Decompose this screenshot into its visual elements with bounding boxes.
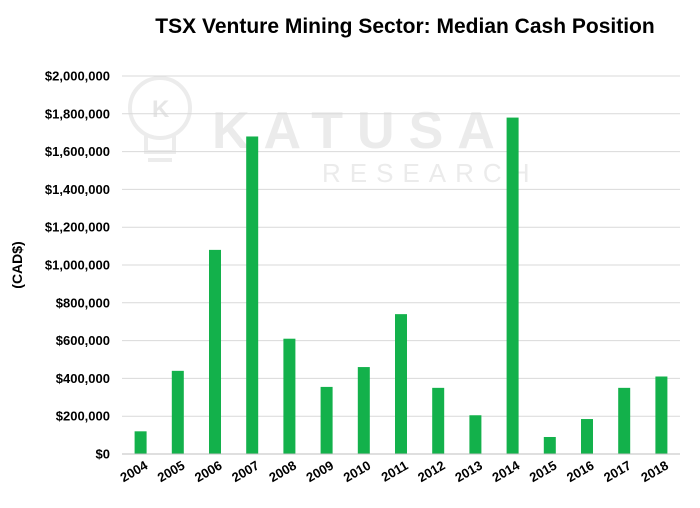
- x-axis-ticks: 2004 2005 2006 2007 2008 2009 2010 2011 2012 2013…: [118, 457, 671, 485]
- y-axis-label: (CAD$): [9, 241, 25, 288]
- watermark-name: KATUSA: [212, 102, 509, 160]
- bar-2018: [655, 376, 668, 454]
- y-tick-label: $400,000: [56, 371, 110, 386]
- bar-2006: [209, 249, 221, 454]
- bar-2008: [283, 338, 296, 454]
- x-tick-label: 2014: [490, 457, 523, 485]
- bar-2010: [357, 367, 370, 454]
- bar-2017: [618, 387, 631, 454]
- y-tick-label: $1,200,000: [45, 220, 110, 235]
- x-tick-label: 2008: [266, 458, 299, 485]
- x-tick-label: 2015: [527, 458, 560, 485]
- x-tick-label: 2007: [229, 458, 262, 485]
- x-tick-label: 2012: [415, 458, 448, 485]
- bar-2014: [506, 117, 519, 454]
- y-tick-label: $2,000,000: [45, 69, 110, 84]
- y-tick-label: $1,600,000: [45, 144, 110, 159]
- bar-2011: [395, 314, 407, 454]
- x-tick-label: 2004: [118, 457, 151, 485]
- x-tick-label: 2011: [379, 458, 411, 485]
- bar-2016: [581, 419, 593, 454]
- bars: [134, 117, 668, 455]
- x-tick-label: 2018: [638, 458, 671, 485]
- watermark: K KATUSA RESEARCH: [128, 76, 538, 188]
- y-tick-label: $1,800,000: [45, 106, 110, 121]
- bar-2015: [543, 436, 556, 454]
- watermark-logo-letter: K: [152, 96, 170, 123]
- bar-2013: [469, 415, 482, 454]
- x-tick-label: 2010: [341, 458, 374, 485]
- x-tick-label: 2005: [155, 458, 188, 485]
- x-tick-label: 2013: [452, 458, 485, 485]
- y-tick-label: $600,000: [56, 333, 110, 348]
- x-tick-label: 2006: [192, 458, 225, 485]
- x-tick-label: 2017: [601, 458, 634, 485]
- chart-title: TSX Venture Mining Sector: Median Cash P…: [155, 15, 654, 38]
- bar-2005: [171, 370, 184, 454]
- x-tick-label: 2016: [564, 458, 597, 485]
- bar-2007: [246, 136, 259, 455]
- y-tick-label: $1,000,000: [45, 258, 110, 273]
- bar-2004: [134, 431, 147, 454]
- y-tick-label: $1,400,000: [45, 182, 110, 197]
- watermark-bulb-icon: K: [128, 76, 192, 162]
- y-tick-label: $200,000: [56, 409, 110, 424]
- x-tick-label: 2009: [304, 458, 337, 485]
- y-axis-ticks: $0 $200,000 $400,000 $600,000 $800,000 $1,000…: [45, 69, 110, 462]
- y-tick-label: $800,000: [56, 295, 110, 310]
- y-tick-label: $0: [96, 447, 110, 462]
- watermark-sub: RESEARCH: [322, 158, 538, 188]
- bar-2012: [432, 387, 445, 454]
- bar-2009: [320, 386, 333, 454]
